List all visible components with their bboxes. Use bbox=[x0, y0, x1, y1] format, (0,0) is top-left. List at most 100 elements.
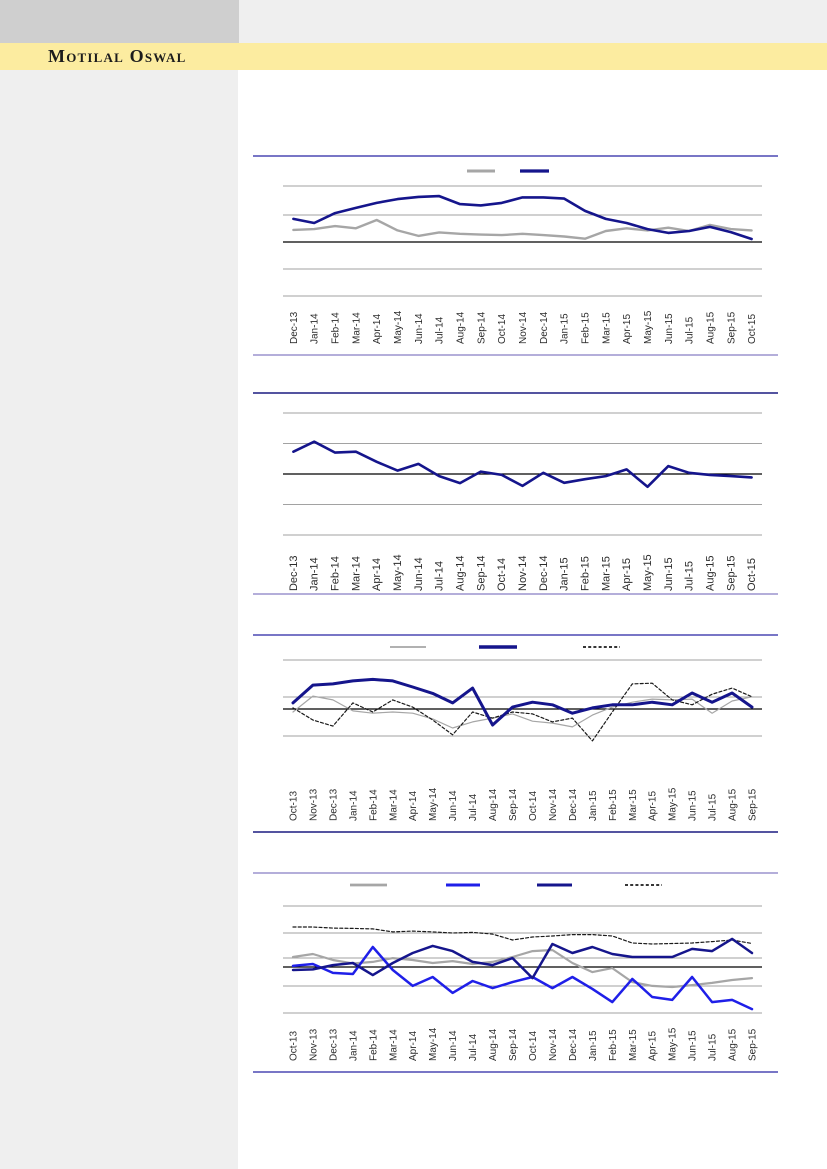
x-axis-label: Apr-15 bbox=[648, 791, 659, 821]
chart-1-series-navy bbox=[292, 194, 753, 241]
x-axis-label: Dec-14 bbox=[539, 311, 550, 344]
x-axis-label: Nov-14 bbox=[548, 1028, 559, 1061]
x-axis-label: Oct-14 bbox=[528, 791, 539, 821]
x-axis-label: May-14 bbox=[428, 787, 439, 821]
x-axis-label: Dec-14 bbox=[538, 556, 550, 591]
x-axis-label: Mar-15 bbox=[628, 1029, 639, 1061]
x-axis-label: May-14 bbox=[392, 554, 404, 591]
x-axis-label: Sep-15 bbox=[726, 311, 737, 344]
x-axis-label: May-14 bbox=[428, 1027, 439, 1061]
chart-4-gridlines bbox=[283, 905, 762, 1014]
x-axis-label: Nov-14 bbox=[518, 311, 529, 344]
x-axis-label: Jul-15 bbox=[684, 561, 696, 591]
x-axis-label: Oct-15 bbox=[747, 314, 758, 344]
x-axis-label: Apr-14 bbox=[371, 558, 383, 591]
x-axis-label: Dec-13 bbox=[328, 1028, 339, 1061]
x-axis-label: Aug-14 bbox=[455, 556, 467, 591]
x-axis-label: Aug-14 bbox=[456, 311, 467, 344]
x-axis-label: Sep-15 bbox=[748, 1028, 759, 1061]
x-axis-label: Aug-15 bbox=[728, 788, 739, 821]
chart-3: Oct-13 Nov-13 Dec-13 Jan-14 Feb-14 Mar-14 Apr-… bbox=[253, 634, 778, 833]
x-axis-label: Oct-14 bbox=[528, 1031, 539, 1061]
x-axis-label: Feb-15 bbox=[579, 556, 591, 591]
x-axis-label: Nov-13 bbox=[308, 1028, 319, 1061]
x-axis-label: May-14 bbox=[393, 310, 404, 344]
chart-2-gridlines bbox=[283, 412, 762, 536]
x-axis-label: Feb-14 bbox=[331, 312, 342, 344]
chart-4-series-gray bbox=[291, 948, 754, 989]
x-axis-label: Jun-14 bbox=[448, 790, 459, 821]
x-axis-label: May-15 bbox=[668, 787, 679, 821]
top-strip bbox=[0, 0, 827, 43]
x-axis-label: Oct-13 bbox=[288, 1031, 299, 1061]
chart-4: Oct-13 Nov-13 Dec-13 Jan-14 Feb-14 Mar-14 Apr-… bbox=[253, 872, 778, 1073]
chart-3-series-gray-thin bbox=[292, 695, 753, 729]
x-axis-label: Oct-15 bbox=[746, 558, 758, 591]
x-axis-label: Apr-15 bbox=[648, 1031, 659, 1061]
x-axis-label: Jun-14 bbox=[414, 313, 425, 344]
x-axis-label: Jun-15 bbox=[664, 313, 675, 344]
x-axis-label: Mar-15 bbox=[600, 556, 612, 591]
x-axis-label: Jul-14 bbox=[434, 561, 446, 591]
chart-3-gridlines bbox=[283, 659, 762, 737]
x-axis-label: Apr-14 bbox=[408, 791, 419, 821]
x-axis-label: Oct-13 bbox=[288, 791, 299, 821]
x-axis-label: Feb-14 bbox=[368, 789, 379, 821]
x-axis-label: Nov-13 bbox=[308, 788, 319, 821]
x-axis-label: Mar-14 bbox=[388, 1029, 399, 1061]
brand-logo-text: Motilal Oswal bbox=[48, 46, 187, 66]
chart-4-series-black-dashed bbox=[292, 926, 753, 945]
x-axis-label: Sep-15 bbox=[748, 788, 759, 821]
x-axis-label: Aug-15 bbox=[728, 1028, 739, 1061]
x-axis-label: Feb-15 bbox=[608, 1029, 619, 1061]
x-axis-label: Mar-14 bbox=[351, 312, 362, 344]
x-axis-label: Jun-14 bbox=[448, 1030, 459, 1061]
x-axis-label: Jan-15 bbox=[559, 557, 571, 591]
chart-2-series-navy bbox=[292, 440, 753, 489]
left-margin-column bbox=[0, 70, 238, 1169]
x-axis-label: Jan-15 bbox=[560, 313, 571, 344]
chart-1-x-axis-labels: Dec-13 Jan-14 Feb-14 Mar-14 Apr-14 May-14 Jun-… bbox=[289, 310, 758, 344]
x-axis-label: Dec-13 bbox=[288, 556, 300, 591]
chart-3-series-navy bbox=[291, 677, 754, 727]
x-axis-label: Apr-15 bbox=[622, 314, 633, 344]
x-axis-label: May-15 bbox=[643, 310, 654, 344]
x-axis-label: Oct-14 bbox=[497, 314, 508, 344]
x-axis-label: Apr-15 bbox=[621, 558, 633, 591]
x-axis-label: Feb-14 bbox=[368, 1029, 379, 1061]
top-strip-left-block bbox=[0, 0, 239, 43]
x-axis-label: Jul-15 bbox=[708, 1033, 719, 1061]
x-axis-label: Mar-14 bbox=[350, 556, 362, 591]
x-axis-label: Mar-14 bbox=[388, 789, 399, 821]
x-axis-label: Jul-14 bbox=[435, 316, 446, 344]
x-axis-label: Aug-14 bbox=[488, 1028, 499, 1061]
x-axis-label: Jan-14 bbox=[348, 1030, 359, 1061]
x-axis-label: Feb-15 bbox=[580, 312, 591, 344]
x-axis-label: Jan-15 bbox=[588, 790, 599, 821]
x-axis-label: Sep-14 bbox=[508, 1028, 519, 1061]
x-axis-label: Jul-14 bbox=[468, 793, 479, 821]
x-axis-label: Mar-15 bbox=[601, 312, 612, 344]
chart-4-series-bright-blue bbox=[291, 945, 754, 1011]
x-axis-label: Dec-13 bbox=[289, 311, 300, 344]
x-axis-label: Jan-14 bbox=[348, 790, 359, 821]
x-axis-label: Aug-15 bbox=[704, 556, 716, 591]
x-axis-label: Oct-14 bbox=[496, 558, 508, 591]
chart-3-x-axis-labels: Oct-13 Nov-13 Dec-13 Jan-14 Feb-14 Mar-14 Apr-… bbox=[288, 787, 758, 821]
chart-1: Dec-13 Jan-14 Feb-14 Mar-14 Apr-14 May-14 Jun-… bbox=[253, 155, 778, 356]
x-axis-label: Nov-14 bbox=[517, 556, 529, 591]
chart-1-gridlines bbox=[283, 185, 762, 297]
x-axis-label: Jun-14 bbox=[413, 557, 425, 591]
x-axis-label: Jan-15 bbox=[588, 1030, 599, 1061]
x-axis-label: Mar-15 bbox=[628, 789, 639, 821]
chart-3-series-black-dashed bbox=[292, 682, 753, 742]
x-axis-label: May-15 bbox=[668, 1027, 679, 1061]
x-axis-label: Jul-15 bbox=[685, 316, 696, 344]
x-axis-label: Feb-14 bbox=[330, 556, 342, 591]
x-axis-label: Aug-14 bbox=[488, 788, 499, 821]
x-axis-label: Sep-14 bbox=[475, 556, 487, 591]
x-axis-label: Sep-14 bbox=[476, 311, 487, 344]
chart-4-series-navy bbox=[291, 937, 754, 980]
x-axis-label: Aug-15 bbox=[705, 311, 716, 344]
